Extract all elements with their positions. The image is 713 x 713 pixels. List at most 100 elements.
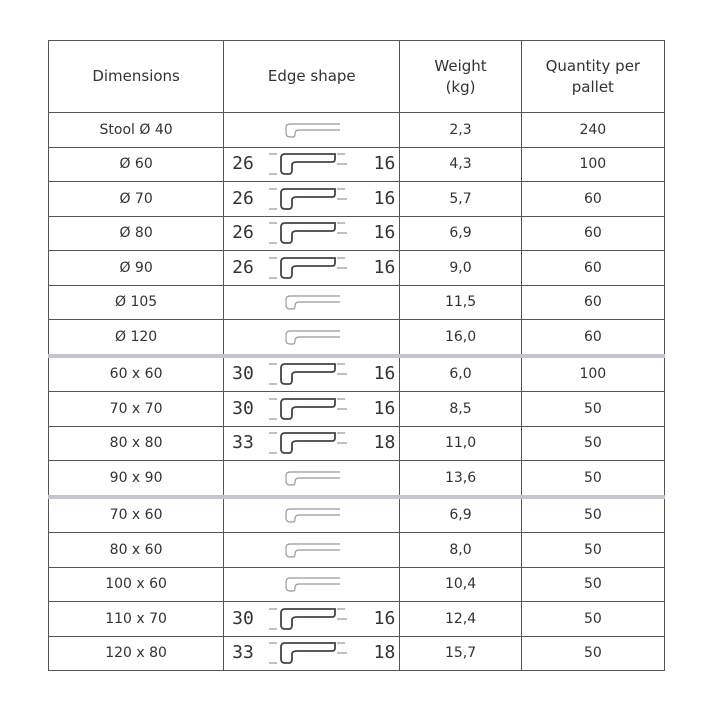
edge-thickness-left: 33 [232,432,254,454]
edge-profile-detailed-icon [268,363,347,386]
quantity-cell: 100 [520,146,666,182]
edge-profile-simple-icon [285,295,340,310]
header-row: Dimensions Edge shape Weight (kg) Quantit… [47,40,666,113]
table-row: 110 x 70 30 16 12,4 50 [47,601,666,637]
table-row: Ø 105 11,5 60 [47,284,666,320]
quantity-cell: 50 [520,494,666,533]
edge-thickness-left: 26 [232,222,254,244]
edge-shape-cell [223,566,401,602]
dimensions-cell: Ø 105 [47,284,225,320]
edge-shape-cell [223,284,401,320]
quantity-cell: 60 [520,250,666,286]
edge-profile-detailed-icon [268,432,347,455]
table-row: 70 x 60 6,9 50 [47,494,666,533]
dimensions-cell: 70 x 60 [47,494,225,533]
table-row: Ø 70 26 16 5,7 60 [47,181,666,217]
quantity-cell: 50 [520,601,666,637]
quantity-cell: 60 [520,181,666,217]
header-dimensions: Dimensions [47,40,225,113]
table-row: 80 x 60 8,0 50 [47,532,666,568]
weight-cell: 6,9 [399,494,522,533]
dimensions-cell: Ø 90 [47,250,225,286]
edge-profile-detailed-icon [268,222,347,245]
edge-shape-cell: 26 16 [223,250,401,286]
edge-profile-simple-icon [285,123,340,138]
quantity-cell: 50 [520,566,666,602]
table-row: 60 x 60 30 16 6,0 100 [47,353,666,392]
edge-profile-detailed-icon [268,397,347,420]
edge-shape-cell [223,494,401,533]
dimensions-cell: Ø 70 [47,181,225,217]
edge-thickness-left: 30 [232,607,254,629]
edge-shape-cell: 33 18 [223,425,401,461]
weight-cell: 16,0 [399,319,522,356]
quantity-cell: 50 [520,391,666,427]
weight-cell: 8,0 [399,532,522,568]
edge-thickness-left: 30 [232,397,254,419]
table-row: Stool Ø 40 2,3 240 [47,112,666,148]
header-weight: Weight (kg) [399,40,522,113]
quantity-cell: 50 [520,532,666,568]
weight-cell: 2,3 [399,112,522,148]
table-row: 70 x 70 30 16 8,5 50 [47,391,666,427]
table-row: 120 x 80 33 18 15,7 50 [47,635,666,671]
edge-thickness-right: 16 [373,607,396,629]
edge-shape-cell [223,319,401,356]
edge-shape-cell [223,532,401,568]
edge-profile-simple-icon [285,543,340,558]
edge-profile-detailed-icon [268,642,347,665]
edge-thickness-left: 26 [232,256,254,278]
dimensions-cell: 120 x 80 [47,635,225,671]
edge-shape-cell: 26 16 [223,215,401,251]
edge-shape-cell: 30 16 [223,391,401,427]
edge-profile-simple-icon [285,577,340,592]
dimensions-cell: Ø 60 [47,146,225,182]
weight-cell: 8,5 [399,391,522,427]
quantity-cell: 60 [520,284,666,320]
edge-thickness-right: 18 [373,642,396,664]
edge-thickness-right: 16 [373,222,396,244]
quantity-cell: 50 [520,425,666,461]
edge-thickness-left: 26 [232,153,254,175]
quantity-cell: 50 [520,635,666,671]
quantity-cell: 240 [520,112,666,148]
edge-thickness-left: 33 [232,642,254,664]
edge-shape-cell [223,460,401,497]
edge-shape-cell: 30 16 [223,601,401,637]
table-row: 80 x 80 33 18 11,0 50 [47,425,666,461]
edge-shape-cell: 33 18 [223,635,401,671]
table-row: 100 x 60 10,4 50 [47,566,666,602]
edge-profile-simple-icon [285,508,340,523]
dimensions-cell: Ø 80 [47,215,225,251]
weight-cell: 12,4 [399,601,522,637]
quantity-cell: 60 [520,215,666,251]
dimensions-cell: 100 x 60 [47,566,225,602]
edge-thickness-right: 16 [373,363,396,385]
edge-profile-simple-icon [285,471,340,486]
edge-thickness-right: 16 [373,397,396,419]
table-row: Ø 60 26 16 4,3 100 [47,146,666,182]
weight-cell: 15,7 [399,635,522,671]
header-quantity: Quantity per pallet [520,40,666,113]
weight-cell: 6,0 [399,353,522,392]
table-row: Ø 120 16,0 60 [47,319,666,356]
table-row: Ø 90 26 16 9,0 60 [47,250,666,286]
edge-profile-simple-icon [285,330,340,345]
header-edge-shape: Edge shape [223,40,401,113]
quantity-cell: 100 [520,353,666,392]
quantity-cell: 60 [520,319,666,356]
dimensions-cell: 110 x 70 [47,601,225,637]
weight-cell: 11,5 [399,284,522,320]
dimensions-cell: 90 x 90 [47,460,225,497]
product-spec-table: Dimensions Edge shape Weight (kg) Quantit… [47,40,666,671]
table-row: Ø 80 26 16 6,9 60 [47,215,666,251]
weight-cell: 11,0 [399,425,522,461]
edge-shape-cell: 30 16 [223,353,401,392]
dimensions-cell: Stool Ø 40 [47,112,225,148]
edge-thickness-left: 30 [232,363,254,385]
edge-thickness-left: 26 [232,187,254,209]
edge-shape-cell [223,112,401,148]
weight-cell: 5,7 [399,181,522,217]
table-row: 90 x 90 13,6 50 [47,460,666,497]
edge-shape-cell: 26 16 [223,181,401,217]
